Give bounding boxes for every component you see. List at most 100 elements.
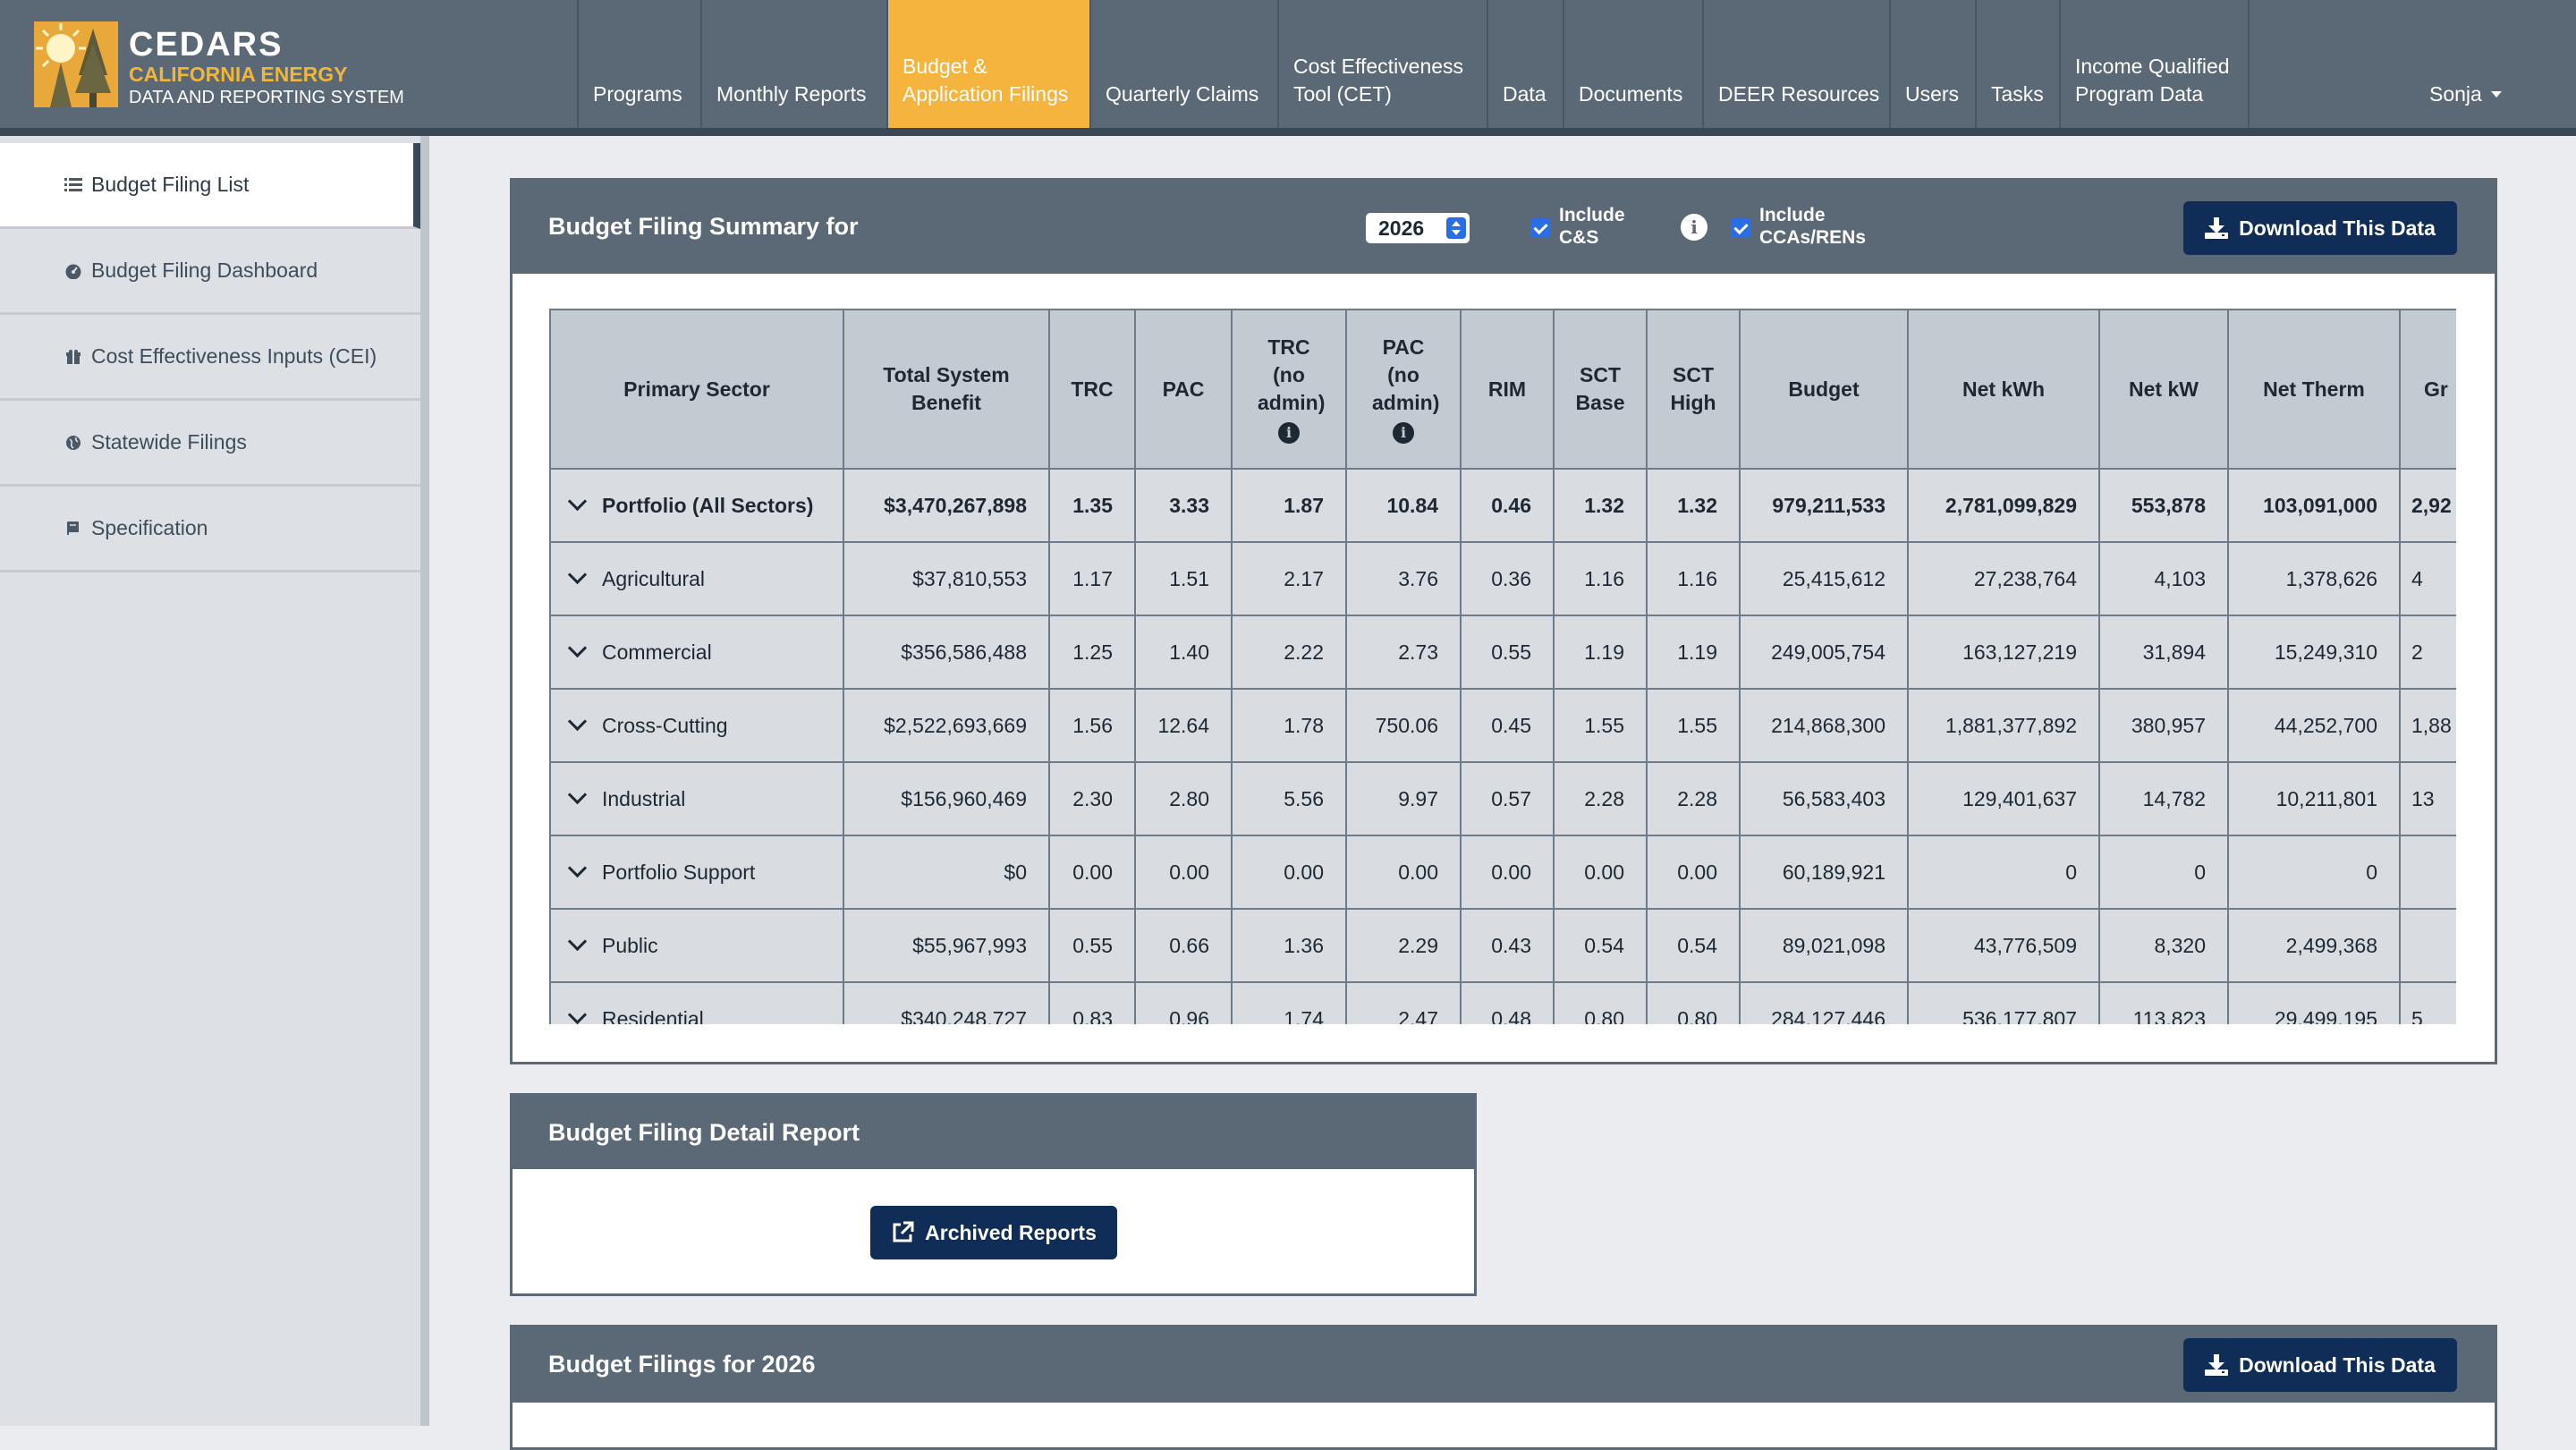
table-row[interactable]: Public $55,967,993 0.55 0.66 1.36 2.29 0.43 0.5… <box>549 908 2456 983</box>
select-arrows-icon <box>1446 217 1466 239</box>
table-row[interactable]: Portfolio Support $0 0.00 0.00 0.00 0.00 0.00 0… <box>549 835 2456 910</box>
year-select[interactable]: 2026 <box>1366 213 1470 243</box>
col-net-kw[interactable]: Net kW <box>2098 309 2229 470</box>
col-net-kwh[interactable]: Net kWh <box>1907 309 2100 470</box>
sidebar-item-specification[interactable]: Specification <box>0 487 420 572</box>
table-row[interactable]: Industrial $156,960,469 2.30 2.80 5.56 9.97 0.… <box>549 761 2456 836</box>
cell-kwh: 536,177,807 <box>1907 981 2100 1024</box>
cell-trc-na: 1.78 <box>1231 688 1347 763</box>
sector-label: Agricultural <box>602 566 706 590</box>
sidebar-divider <box>420 136 429 1426</box>
chevron-down-icon[interactable] <box>567 931 588 951</box>
nav-budget-application-filings[interactable]: Budget & Application Filings <box>886 0 1089 128</box>
chevron-down-icon[interactable] <box>567 711 588 731</box>
table-row[interactable]: Commercial $356,586,488 1.25 1.40 2.22 2.73 0.… <box>549 615 2456 690</box>
cell-rim: 0.48 <box>1460 981 1555 1024</box>
info-icon[interactable]: i <box>1393 421 1414 444</box>
sidebar-item-budget-filing-list[interactable]: Budget Filing List <box>0 143 420 229</box>
chevron-down-icon[interactable] <box>567 564 588 584</box>
summary-table-scroll[interactable]: Primary Sector Total System Benefit TRC … <box>549 309 2456 1024</box>
sector-label: Cross-Cutting <box>602 713 728 737</box>
cell-budget: 979,211,533 <box>1739 468 1909 543</box>
sidebar-item-statewide-filings[interactable]: Statewide Filings <box>0 401 420 487</box>
user-name: Sonja <box>2429 82 2482 106</box>
col-gr[interactable]: Gr <box>2399 309 2456 470</box>
nav-documents[interactable]: Documents <box>1563 0 1702 128</box>
info-icon[interactable]: i <box>1278 421 1300 444</box>
nav-label: Documents <box>1579 82 1683 106</box>
cell-sct-base: 2.28 <box>1553 761 1648 836</box>
info-icon[interactable]: i <box>1681 214 1707 241</box>
col-budget[interactable]: Budget <box>1739 309 1909 470</box>
nav-cost-effectiveness-tool[interactable]: Cost Effectiveness Tool (CET) <box>1277 0 1487 128</box>
cell-sct-high: 1.16 <box>1646 541 1741 616</box>
chevron-down-icon[interactable] <box>567 638 588 657</box>
col-sct-high[interactable]: SCT High <box>1646 309 1741 470</box>
table-row[interactable]: Portfolio (All Sectors) $3,470,267,898 1.3… <box>549 468 2456 543</box>
col-rim[interactable]: RIM <box>1460 309 1555 470</box>
cell-sct-high: 0.54 <box>1646 908 1741 983</box>
sidebar-item-cost-effectiveness-inputs[interactable]: Cost Effectiveness Inputs (CEI) <box>0 315 420 401</box>
cedars-logo[interactable]: CEDARS CALIFORNIA ENERGY DATA AND REPORT… <box>34 20 404 113</box>
nav-quarterly-claims[interactable]: Quarterly Claims <box>1089 0 1277 128</box>
col-trc[interactable]: TRC <box>1048 309 1136 470</box>
cell-pac-na: 9.97 <box>1345 761 1462 836</box>
filings-header: Budget Filings for 2026 Download This Da… <box>513 1327 2495 1403</box>
sidebar-item-label: Cost Effectiveness Inputs (CEI) <box>91 344 377 368</box>
col-trc-no-admin[interactable]: TRC (no admin) i <box>1231 309 1347 470</box>
cell-kwh: 27,238,764 <box>1907 541 2100 616</box>
table-row[interactable]: Residential $340,248,727 0.83 0.96 1.74 2.47 0… <box>549 981 2456 1024</box>
download-label: Download This Data <box>2239 1352 2436 1377</box>
nav-label: DEER Resources <box>1718 82 1880 106</box>
sidebar-item-budget-filing-dashboard[interactable]: Budget Filing Dashboard <box>0 229 420 315</box>
cell-trc-na: 1.36 <box>1231 908 1347 983</box>
cell-kw: 31,894 <box>2098 615 2229 690</box>
col-pac[interactable]: PAC <box>1134 309 1233 470</box>
table-row[interactable]: Cross-Cutting $2,522,693,669 1.56 12.64 1.78… <box>549 688 2456 763</box>
nav-monthly-reports[interactable]: Monthly Reports <box>700 0 886 128</box>
sun-tree-logo-icon <box>34 21 118 107</box>
sidebar-item-label: Statewide Filings <box>91 430 247 454</box>
chevron-down-icon[interactable] <box>567 784 588 804</box>
cell-budget: 25,415,612 <box>1739 541 1909 616</box>
navbar-divider <box>0 128 2576 136</box>
archived-reports-button[interactable]: Archived Reports <box>870 1206 1117 1259</box>
table-row[interactable]: Agricultural $37,810,553 1.17 1.51 2.17 3.76 0… <box>549 541 2456 616</box>
nav-deer-resources[interactable]: DEER Resources <box>1702 0 1889 128</box>
cell-tsb: $2,522,693,669 <box>843 688 1050 763</box>
col-primary-sector[interactable]: Primary Sector <box>549 309 844 470</box>
nav-label: Data <box>1503 82 1546 106</box>
chevron-down-icon[interactable] <box>567 491 588 511</box>
download-label: Download This Data <box>2239 216 2436 240</box>
col-net-therm[interactable]: Net Therm <box>2227 309 2401 470</box>
col-label: SCT High <box>1670 363 1716 414</box>
nav-income-qualified[interactable]: Income Qualified Program Data <box>2059 0 2250 128</box>
cell-trc-na: 1.87 <box>1231 468 1347 543</box>
download-filings-button[interactable]: Download This Data <box>2183 1338 2457 1392</box>
nav-data[interactable]: Data <box>1487 0 1563 128</box>
nav-programs[interactable]: Programs <box>577 0 700 128</box>
user-menu[interactable]: Sonja <box>2429 82 2502 106</box>
chevron-down-icon[interactable] <box>567 1005 588 1024</box>
cell-pac-na: 0.00 <box>1345 835 1462 910</box>
nav-label: Tasks <box>1991 82 2044 106</box>
nav-users[interactable]: Users <box>1889 0 1975 128</box>
include-ccas-checkbox[interactable] <box>1731 218 1750 238</box>
sector-label: Portfolio Support <box>602 860 756 884</box>
col-sct-base[interactable]: SCT Base <box>1553 309 1648 470</box>
download-summary-button[interactable]: Download This Data <box>2183 201 2457 255</box>
cell-pac: 3.33 <box>1134 468 1233 543</box>
cell-kw: 0 <box>2098 835 2229 910</box>
cell-sct-high: 0.00 <box>1646 835 1741 910</box>
include-cs-checkbox[interactable] <box>1530 218 1550 238</box>
cell-kw: 4,103 <box>2098 541 2229 616</box>
chevron-down-icon[interactable] <box>567 858 588 878</box>
cell-trc: 1.25 <box>1048 615 1136 690</box>
cell-therm: 1,378,626 <box>2227 541 2401 616</box>
include-cs-label: Include C&S <box>1559 205 1625 248</box>
col-total-system-benefit[interactable]: Total System Benefit <box>843 309 1050 470</box>
col-pac-no-admin[interactable]: PAC (no admin) i <box>1345 309 1462 470</box>
nav-tasks[interactable]: Tasks <box>1975 0 2059 128</box>
cell-pac-na: 750.06 <box>1345 688 1462 763</box>
cell-sct-base: 0.80 <box>1553 981 1648 1024</box>
